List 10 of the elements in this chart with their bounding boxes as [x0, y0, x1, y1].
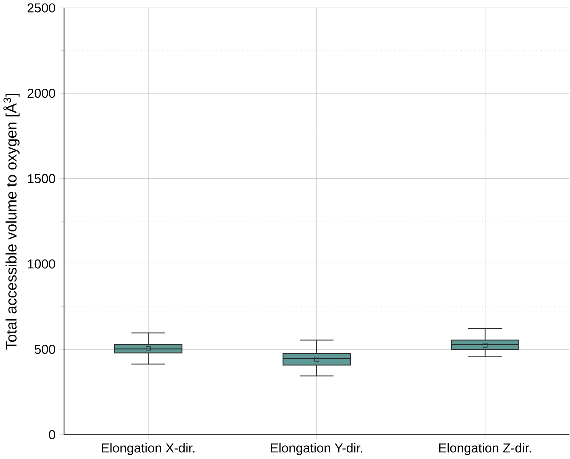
y-tick-label: 0 [49, 430, 56, 440]
y-axis-title: Total accessible volume to oxygen [Å$^{3}$] [4, 94, 20, 350]
y-tick-label: 500 [34, 345, 56, 354]
y-tick-label: 1000 [28, 260, 56, 269]
x-tick-label: Elongation X-dir. [102, 443, 195, 456]
x-tick-label: Elongation Z-dir. [439, 443, 532, 456]
y-tick-label: 2000 [28, 88, 56, 98]
y-tick-label: 1500 [28, 174, 56, 184]
x-tick-label: Elongation Y-dir. [271, 443, 362, 456]
y-tick-label: 2500 [28, 4, 56, 13]
